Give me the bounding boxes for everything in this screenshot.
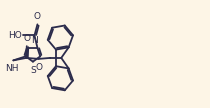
Text: NH: NH [5,64,19,73]
Text: O: O [23,34,30,43]
Text: O: O [35,63,42,72]
Text: HO: HO [8,31,22,40]
Text: N: N [32,36,38,45]
Text: S: S [30,66,36,75]
Text: O: O [34,12,41,21]
